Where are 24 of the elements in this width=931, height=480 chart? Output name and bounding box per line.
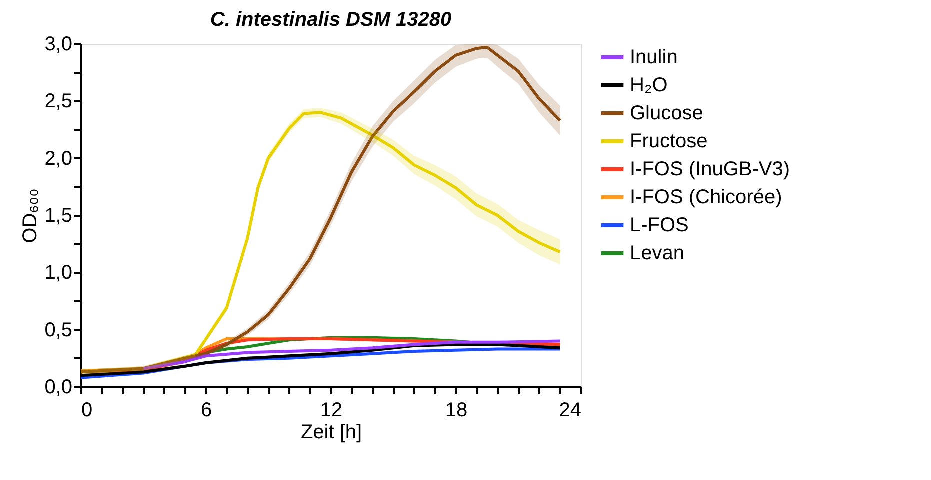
line-series bbox=[142, 340, 562, 370]
legend-label: H₂O bbox=[630, 74, 668, 96]
legend-label: I-FOS (InuGB-V3) bbox=[630, 158, 790, 180]
chart-title: C. intestinalis DSM 13280 bbox=[210, 9, 452, 31]
x-tick-label: 18 bbox=[445, 400, 468, 422]
y-axis-title: OD₆₀₀ bbox=[20, 188, 42, 244]
legend-label: Glucose bbox=[630, 102, 704, 124]
y-tick-label: 1,0 bbox=[44, 262, 72, 284]
x-tick-label: 24 bbox=[559, 400, 582, 422]
y-tick-label: 0,5 bbox=[44, 319, 72, 342]
y-tick-label: 2,0 bbox=[44, 148, 72, 170]
x-tick-label: 6 bbox=[200, 400, 212, 422]
x-axis-title: Zeit [h] bbox=[300, 422, 362, 444]
y-tick-label: 2,5 bbox=[44, 90, 72, 113]
legend-label: Fructose bbox=[630, 130, 708, 152]
y-tick-label: 3,0 bbox=[44, 34, 72, 56]
legend-label: I-FOS (Chicorée) bbox=[630, 186, 782, 208]
legend-label: Levan bbox=[630, 242, 684, 264]
legend-label: L-FOS bbox=[630, 214, 689, 236]
legend-label: Inulin bbox=[630, 46, 678, 68]
y-tick-label: 0,0 bbox=[44, 376, 72, 398]
x-tick-label: 12 bbox=[320, 400, 343, 422]
y-tick-label: 1,5 bbox=[44, 205, 72, 227]
x-tick-label: 0 bbox=[82, 400, 93, 422]
